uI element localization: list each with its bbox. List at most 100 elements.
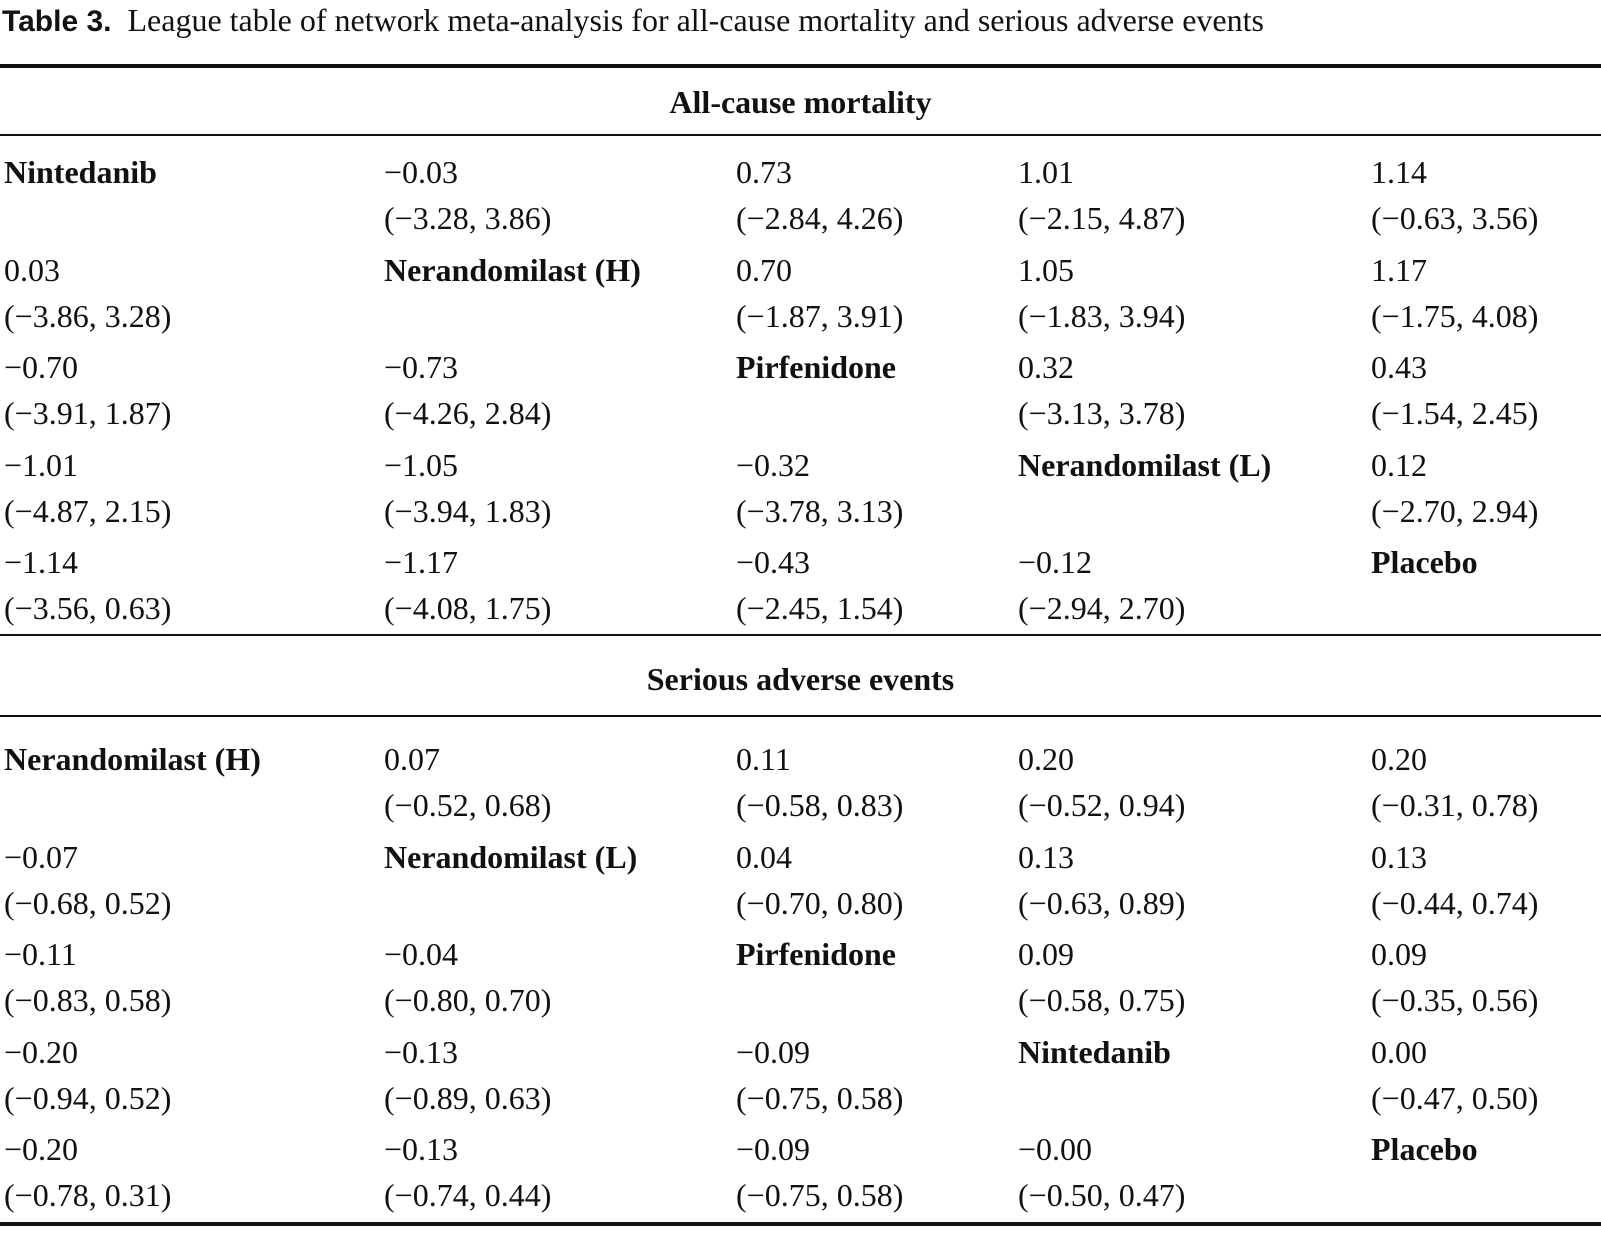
treatment-label: Nerandomilast (H): [384, 251, 641, 288]
effect-cell: −0.07 (−0.68, 0.52): [4, 834, 171, 926]
treatment-label: Nintedanib: [1018, 1033, 1171, 1070]
effect-estimate: 0.32: [1018, 349, 1074, 385]
confidence-interval: (−0.74, 0.44): [384, 1177, 552, 1213]
effect-estimate: 0.00: [1371, 1033, 1427, 1070]
effect-estimate: 1.01: [1018, 154, 1074, 190]
top-rule: [0, 64, 1601, 68]
table-row: −0.20 (−0.78, 0.31) −0.13 (−0.74, 0.44) −0.0…: [0, 1126, 1601, 1224]
effect-estimate: 0.73: [736, 154, 792, 190]
confidence-interval: (−0.52, 0.68): [384, 787, 552, 823]
effect-estimate: −0.09: [736, 1033, 811, 1070]
confidence-interval: (−0.78, 0.31): [4, 1177, 172, 1213]
effect-estimate: 0.11: [736, 741, 791, 777]
table-row: −0.70 (−3.91, 1.87) −0.73 (−4.26, 2.84) Pirf…: [0, 344, 1601, 442]
effect-estimate: 0.04: [736, 838, 792, 875]
table-caption-text: League table of network meta-analysis fo…: [127, 2, 1264, 38]
confidence-interval: (−2.15, 4.87): [1018, 200, 1186, 236]
effect-estimate: 0.13: [1371, 838, 1427, 875]
confidence-interval: (−0.63, 0.89): [1018, 884, 1186, 921]
confidence-interval: (−3.28, 3.86): [384, 200, 552, 236]
effect-estimate: −0.13: [384, 1033, 459, 1070]
effect-cell: 1.14 (−0.63, 3.56): [1371, 149, 1538, 241]
confidence-interval: (−0.68, 0.52): [4, 884, 172, 921]
treatment-label: Nerandomilast (L): [1018, 446, 1272, 483]
effect-estimate: 0.09: [1018, 936, 1074, 972]
effect-estimate: −0.20: [4, 1131, 79, 1167]
effect-estimate: 1.14: [1371, 154, 1427, 190]
confidence-interval: (−3.86, 3.28): [4, 297, 172, 334]
effect-estimate: −0.09: [736, 1131, 811, 1167]
table-row: −1.01 (−4.87, 2.15) −1.05 (−3.94, 1.83) −0.3…: [0, 442, 1601, 540]
effect-estimate: −1.01: [4, 446, 79, 483]
table-caption: Table 3. League table of network meta-an…: [2, 0, 1264, 40]
effect-cell: −0.13 (−0.74, 0.44): [384, 1126, 551, 1218]
confidence-interval: (−0.52, 0.94): [1018, 787, 1186, 823]
effect-cell: 0.20 (−0.31, 0.78): [1371, 736, 1538, 828]
table-row: −0.11 (−0.83, 0.58) −0.04 (−0.80, 0.70) Pirf…: [0, 931, 1601, 1029]
treatment-label: Placebo: [1371, 1131, 1478, 1167]
confidence-interval: (−1.83, 3.94): [1018, 297, 1186, 334]
effect-estimate: −0.03: [384, 154, 459, 190]
confidence-interval: (−4.26, 2.84): [384, 395, 552, 431]
effect-cell: −0.00 (−0.50, 0.47): [1018, 1126, 1185, 1218]
confidence-interval: (−0.35, 0.56): [1371, 982, 1539, 1018]
effect-cell: −0.20 (−0.94, 0.52): [4, 1029, 171, 1121]
confidence-interval: (−2.45, 1.54): [736, 590, 904, 626]
effect-cell: 0.03 (−3.86, 3.28): [4, 247, 171, 339]
confidence-interval: (−3.91, 1.87): [4, 395, 172, 431]
table-row: −0.20 (−0.94, 0.52) −0.13 (−0.89, 0.63) −0.0…: [0, 1029, 1601, 1127]
effect-estimate: 0.09: [1371, 936, 1427, 972]
confidence-interval: (−0.89, 0.63): [384, 1079, 552, 1116]
effect-cell: 0.20 (−0.52, 0.94): [1018, 736, 1185, 828]
confidence-interval: (−0.31, 0.78): [1371, 787, 1539, 823]
effect-cell: −0.70 (−3.91, 1.87): [4, 344, 171, 436]
effect-estimate: −0.70: [4, 349, 79, 385]
league-table-serious-adverse-events: Nerandomilast (H) 0.07 (−0.52, 0.68) 0.11 (−…: [0, 736, 1601, 1224]
league-table-all-cause-mortality: Nintedanib −0.03 (−3.28, 3.86) 0.73 (−2.84, …: [0, 149, 1601, 637]
effect-cell: 0.09 (−0.35, 0.56): [1371, 931, 1538, 1023]
effect-estimate: −0.11: [4, 936, 77, 972]
confidence-interval: (−4.08, 1.75): [384, 590, 552, 626]
effect-cell: 1.17 (−1.75, 4.08): [1371, 247, 1538, 339]
effect-estimate: 0.20: [1371, 741, 1427, 777]
effect-estimate: −0.43: [736, 544, 811, 580]
table-row: Nerandomilast (H) 0.07 (−0.52, 0.68) 0.11 (−…: [0, 736, 1601, 834]
treatment-label: Nerandomilast (H): [4, 741, 261, 777]
effect-cell: 0.04 (−0.70, 0.80): [736, 834, 903, 926]
effect-estimate: −0.20: [4, 1033, 79, 1070]
confidence-interval: (−0.58, 0.83): [736, 787, 904, 823]
effect-cell: 0.13 (−0.44, 0.74): [1371, 834, 1538, 926]
confidence-interval: (−2.94, 2.70): [1018, 590, 1186, 626]
confidence-interval: (−0.58, 0.75): [1018, 982, 1186, 1018]
effect-cell: 0.43 (−1.54, 2.45): [1371, 344, 1538, 436]
confidence-interval: (−4.87, 2.15): [4, 492, 172, 529]
effect-estimate: −0.12: [1018, 544, 1093, 580]
table-row: −0.07 (−0.68, 0.52) Nerandomilast (L) 0.04 (…: [0, 834, 1601, 932]
effect-estimate: −1.17: [384, 544, 459, 580]
section-rule: [0, 715, 1601, 717]
confidence-interval: (−0.47, 0.50): [1371, 1079, 1539, 1116]
effect-estimate: 0.20: [1018, 741, 1074, 777]
effect-estimate: −0.00: [1018, 1131, 1093, 1167]
confidence-interval: (−3.13, 3.78): [1018, 395, 1186, 431]
effect-estimate: 0.12: [1371, 446, 1427, 483]
treatment-label: Pirfenidone: [736, 936, 896, 972]
effect-cell: −1.05 (−3.94, 1.83): [384, 442, 551, 534]
effect-estimate: 0.70: [736, 251, 792, 288]
confidence-interval: (−3.78, 3.13): [736, 492, 904, 529]
effect-cell: 0.12 (−2.70, 2.94): [1371, 442, 1538, 534]
effect-estimate: −0.73: [384, 349, 459, 385]
confidence-interval: (−3.94, 1.83): [384, 492, 552, 529]
confidence-interval: (−0.63, 3.56): [1371, 200, 1539, 236]
table-row: Nintedanib −0.03 (−3.28, 3.86) 0.73 (−2.84, …: [0, 149, 1601, 247]
effect-estimate: −0.13: [384, 1131, 459, 1167]
confidence-interval: (−2.84, 4.26): [736, 200, 904, 236]
confidence-interval: (−0.70, 0.80): [736, 884, 904, 921]
effect-cell: 0.70 (−1.87, 3.91): [736, 247, 903, 339]
effect-cell: −0.20 (−0.78, 0.31): [4, 1126, 171, 1218]
confidence-interval: (−0.75, 0.58): [736, 1079, 904, 1116]
effect-cell: −0.13 (−0.89, 0.63): [384, 1029, 551, 1121]
confidence-interval: (−1.54, 2.45): [1371, 395, 1539, 431]
section-rule: [0, 134, 1601, 136]
effect-cell: −0.04 (−0.80, 0.70): [384, 931, 551, 1023]
